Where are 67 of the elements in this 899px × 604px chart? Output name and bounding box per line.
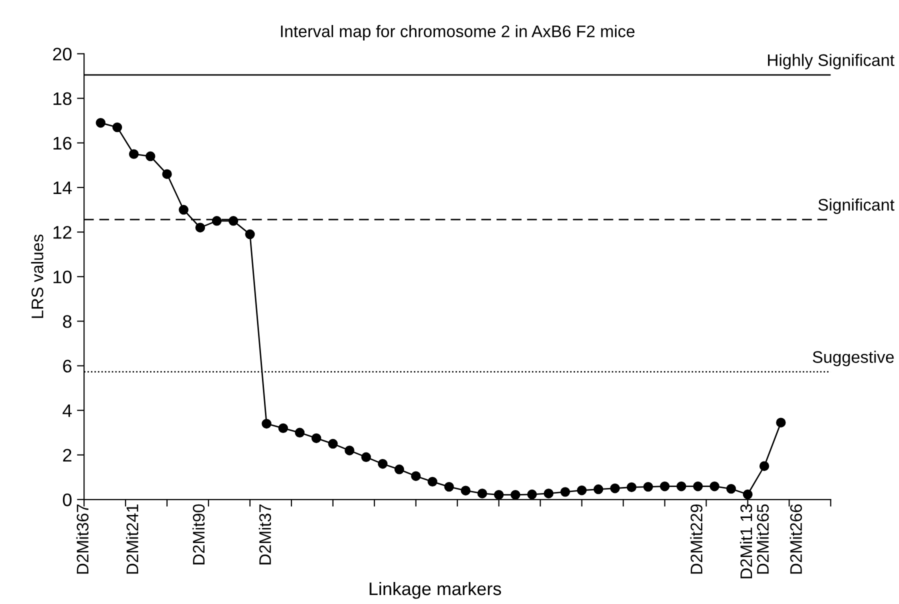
x-tick-label: D2Mit266 — [790, 504, 802, 574]
point — [162, 169, 172, 179]
point — [128, 149, 139, 159]
y-tick-label: 4 — [62, 404, 72, 417]
chart-title: Interval map for chromosome 2 in AxB6 F2 mice — [281, 25, 634, 41]
point — [361, 452, 371, 462]
point — [710, 481, 720, 492]
x-tick-label: D2Mit241 — [126, 504, 138, 574]
y-tick-label: 6 — [63, 360, 72, 372]
y-tick-label: 14 — [54, 182, 72, 194]
point — [146, 151, 156, 162]
point — [726, 484, 736, 494]
point — [178, 204, 188, 215]
x-axis-title: Linkage markers — [370, 582, 502, 599]
x-tick-label: D2Mit367 — [76, 504, 89, 574]
x-tick-label: D2Mit265 — [756, 504, 769, 574]
point — [544, 488, 554, 498]
point — [643, 482, 654, 492]
point — [228, 216, 238, 226]
x-tick-label: D2Mit1 13 — [740, 504, 752, 578]
y-tick-label: 2 — [63, 448, 72, 462]
point — [112, 122, 122, 132]
point — [660, 481, 670, 492]
point — [693, 481, 703, 492]
point — [742, 490, 753, 500]
point — [212, 216, 222, 226]
point — [527, 490, 537, 500]
point — [262, 418, 272, 429]
y-tick-label: 20 — [53, 48, 72, 60]
point — [344, 446, 354, 456]
point — [776, 418, 786, 428]
x-tick-label: D2Mit229 — [690, 504, 702, 574]
point — [576, 486, 587, 496]
y-tick-label: 16 — [54, 136, 72, 150]
point — [510, 490, 520, 500]
point — [278, 423, 288, 434]
point — [195, 222, 206, 232]
point — [560, 487, 570, 497]
point — [311, 433, 322, 444]
point — [428, 476, 438, 487]
y-axis-title: LRS values — [31, 234, 44, 318]
point — [294, 428, 305, 438]
point — [460, 486, 471, 496]
point — [245, 229, 255, 240]
point — [394, 464, 404, 474]
point — [494, 490, 504, 500]
x-tick-label: D2Mit37 — [258, 504, 272, 564]
point — [96, 118, 106, 128]
y-tick-label: 8 — [62, 315, 72, 328]
point — [378, 458, 388, 469]
point — [759, 461, 770, 471]
point — [594, 484, 604, 494]
y-tick-label: 12 — [54, 226, 72, 239]
x-tick-label: D2Mit90 — [192, 504, 205, 564]
ref-line-label: Suggestive — [812, 350, 894, 366]
y-tick-label: 10 — [54, 270, 72, 284]
ref-line-label: Highly Significant — [768, 54, 894, 70]
point — [626, 482, 636, 492]
point — [477, 488, 488, 498]
point — [411, 471, 421, 481]
y-tick-label: 18 — [54, 92, 72, 106]
ref-line-label: Significant — [818, 198, 894, 214]
point — [444, 482, 454, 492]
point — [328, 438, 338, 449]
point — [676, 481, 686, 492]
y-tick-label: 0 — [62, 493, 72, 506]
point — [610, 484, 620, 494]
